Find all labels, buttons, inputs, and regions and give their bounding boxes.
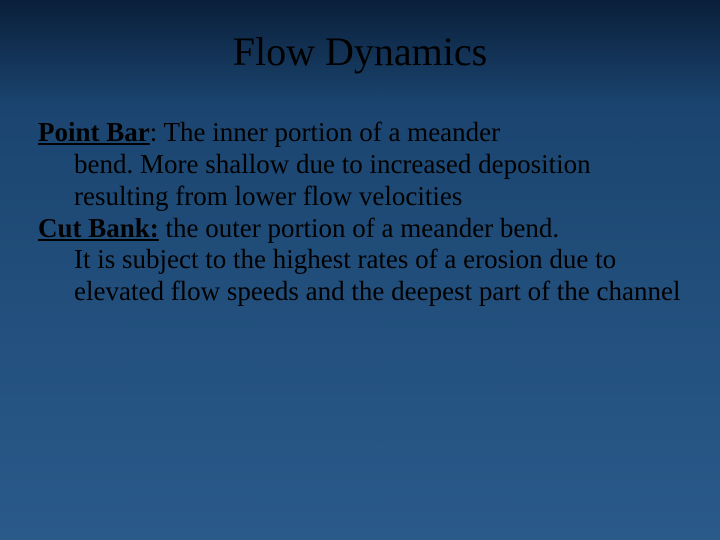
definition-point-bar: Point Bar: The inner portion of a meande…: [38, 117, 682, 213]
slide-body: Point Bar: The inner portion of a meande…: [38, 117, 682, 308]
def-cut-bank-rest: It is subject to the highest rates of a …: [38, 244, 682, 308]
def-cut-bank-first: the outer portion of a meander bend.: [159, 213, 559, 243]
slide-container: Flow Dynamics Point Bar: The inner porti…: [0, 0, 720, 540]
definition-cut-bank: Cut Bank: the outer portion of a meander…: [38, 213, 682, 309]
term-point-bar: Point Bar: [38, 117, 150, 147]
term-cut-bank: Cut Bank:: [38, 213, 159, 243]
def-point-bar-rest: bend. More shallow due to increased depo…: [38, 149, 682, 213]
slide-title: Flow Dynamics: [38, 28, 682, 75]
def-point-bar-first: : The inner portion of a meander: [150, 117, 500, 147]
